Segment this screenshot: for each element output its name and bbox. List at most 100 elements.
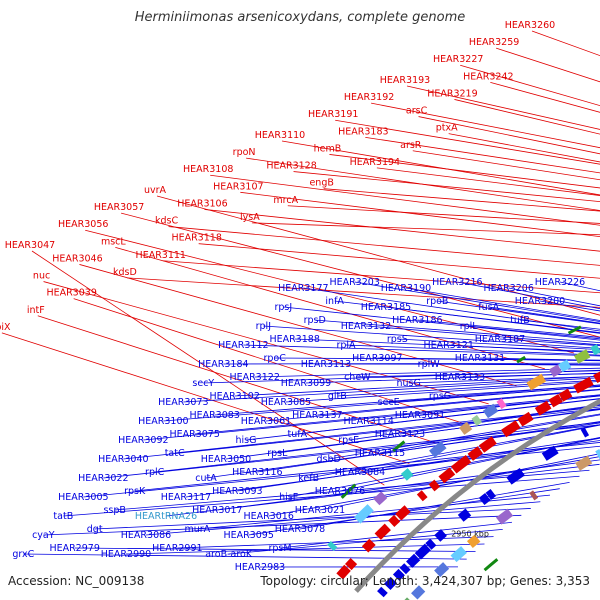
forward-strand-gene [558, 388, 573, 402]
forward-gene-label: HEAR3219 [427, 88, 477, 99]
reverse-gene-label: HEAR3093 [212, 486, 262, 497]
gc-skew-dot [567, 325, 582, 335]
reverse-connector [134, 442, 600, 492]
forward-strand-gene [593, 371, 600, 384]
reverse-gene-label: dgt [87, 524, 103, 535]
forward-gene-label: HEAR3057 [94, 202, 144, 213]
reverse-gene-label: rpsJ [274, 302, 292, 313]
forward-cog-block [549, 364, 563, 378]
reverse-gene-label: grxC [12, 549, 34, 560]
forward-gene-label: HEAR3259 [469, 37, 519, 48]
reverse-connector [63, 475, 580, 517]
reverse-gene-label: HEAR3091 [395, 410, 445, 421]
reverse-strand-gene [383, 576, 398, 591]
reverse-strand-gene [541, 445, 559, 461]
reverse-gene-label: rplJ [256, 321, 271, 332]
reverse-gene-label: HEAR3075 [169, 429, 219, 440]
genome-tracks [327, 325, 600, 600]
reverse-gene-label: HEAR3078 [275, 524, 325, 535]
forward-strand-gene [534, 400, 552, 416]
forward-cog-block [558, 359, 572, 373]
reverse-connector [279, 521, 513, 549]
reverse-gene-label: HEAR3040 [98, 454, 148, 465]
reverse-connector [325, 363, 600, 365]
forward-strand-gene [388, 514, 401, 527]
reverse-cog-block [575, 455, 593, 471]
forward-gene-label: HEAR3128 [266, 161, 316, 172]
reverse-gene-label: HEAR3133 [435, 372, 485, 383]
reverse-strand-gene [457, 508, 472, 522]
reverse-gene-label: HEAR3084 [335, 467, 385, 478]
forward-connector [335, 119, 600, 165]
reverse-connector [408, 375, 600, 384]
tick-label: 2950 kbp [451, 530, 489, 539]
forward-connector [418, 116, 600, 155]
reverse-connector [185, 440, 600, 498]
forward-connector [240, 191, 600, 238]
forward-gene-label: HEAR3110 [255, 130, 305, 141]
forward-gene-label: HEAR3194 [350, 157, 400, 168]
reverse-cog-block [529, 490, 539, 501]
forward-connector [329, 154, 600, 189]
forward-connector [115, 246, 545, 370]
reverse-connector [405, 287, 600, 321]
forward-cog-block [590, 344, 600, 356]
reverse-gene-label: HEAR3097 [352, 353, 402, 364]
reverse-connector [103, 424, 600, 479]
reverse-gene-label: rpsS [387, 334, 408, 345]
reverse-strand-gene [478, 493, 491, 505]
reverse-connector [385, 306, 600, 334]
reverse-gene-label: HEAR3185 [361, 302, 411, 313]
reverse-gene-label: HEAR3114 [343, 416, 393, 427]
reverse-gene-label: murA [184, 524, 210, 535]
reverse-connector [165, 463, 600, 517]
forward-gene-label: kdsC [155, 216, 178, 227]
forward-strand-gene [374, 523, 391, 540]
reverse-connector [428, 363, 600, 366]
forward-strand-gene [344, 557, 358, 571]
forward-connector [406, 85, 600, 130]
reverse-gene-label: HEAR2979 [49, 543, 99, 554]
reverse-connector [74, 547, 476, 552]
reverse-connector [448, 344, 600, 354]
reverse-gene-label: HEAR3100 [138, 416, 188, 427]
gc-skew-dot [340, 483, 357, 499]
reverse-gene-label: tatB [53, 511, 73, 522]
reverse-gene-label: rpsD [304, 315, 326, 326]
reverse-cog-block [434, 562, 450, 578]
reverse-gene-label: HEAR3137 [292, 410, 342, 421]
reverse-gene-label: secY [192, 378, 214, 389]
forward-connector [210, 174, 600, 226]
reverse-gene-label: rpsK [124, 486, 146, 497]
forward-cog-block [373, 491, 388, 506]
forward-gene-label: kdsD [113, 267, 137, 278]
reverse-gene-label: HEAR3177 [278, 283, 328, 294]
reverse-connector [257, 421, 600, 473]
forward-connector [251, 222, 600, 236]
forward-connector [168, 226, 600, 266]
forward-gene-label: HEAR3046 [52, 253, 102, 264]
reverse-gene-label: HEAR3022 [78, 473, 128, 484]
forward-gene-label: nuc [33, 271, 50, 282]
forward-connector [204, 209, 600, 252]
reverse-gene-label: rpoC [263, 353, 286, 364]
reverse-connector [417, 319, 600, 338]
forward-strand-gene [336, 564, 351, 580]
reverse-connector [194, 394, 600, 435]
reverse-strand-gene [392, 568, 405, 581]
reverse-gene-label: HEAR3061 [241, 416, 291, 427]
forward-connector [121, 212, 600, 338]
reverse-connector [203, 369, 600, 384]
reverse-gene-label: HEAR3099 [281, 378, 331, 389]
reverse-gene-label: rpsL [267, 448, 288, 459]
reverse-connector [305, 372, 600, 384]
reverse-connector [123, 408, 600, 460]
reverse-strand-gene [414, 543, 431, 560]
forward-connector [37, 315, 436, 444]
reverse-connector [303, 287, 600, 332]
reverse-gene-label: secE [378, 397, 400, 408]
forward-gene-label: engB [309, 178, 333, 189]
forward-strand-gene [450, 455, 472, 474]
forward-strand-gene [438, 467, 456, 484]
reverse-gene-label: HEAR3200 [515, 296, 565, 307]
